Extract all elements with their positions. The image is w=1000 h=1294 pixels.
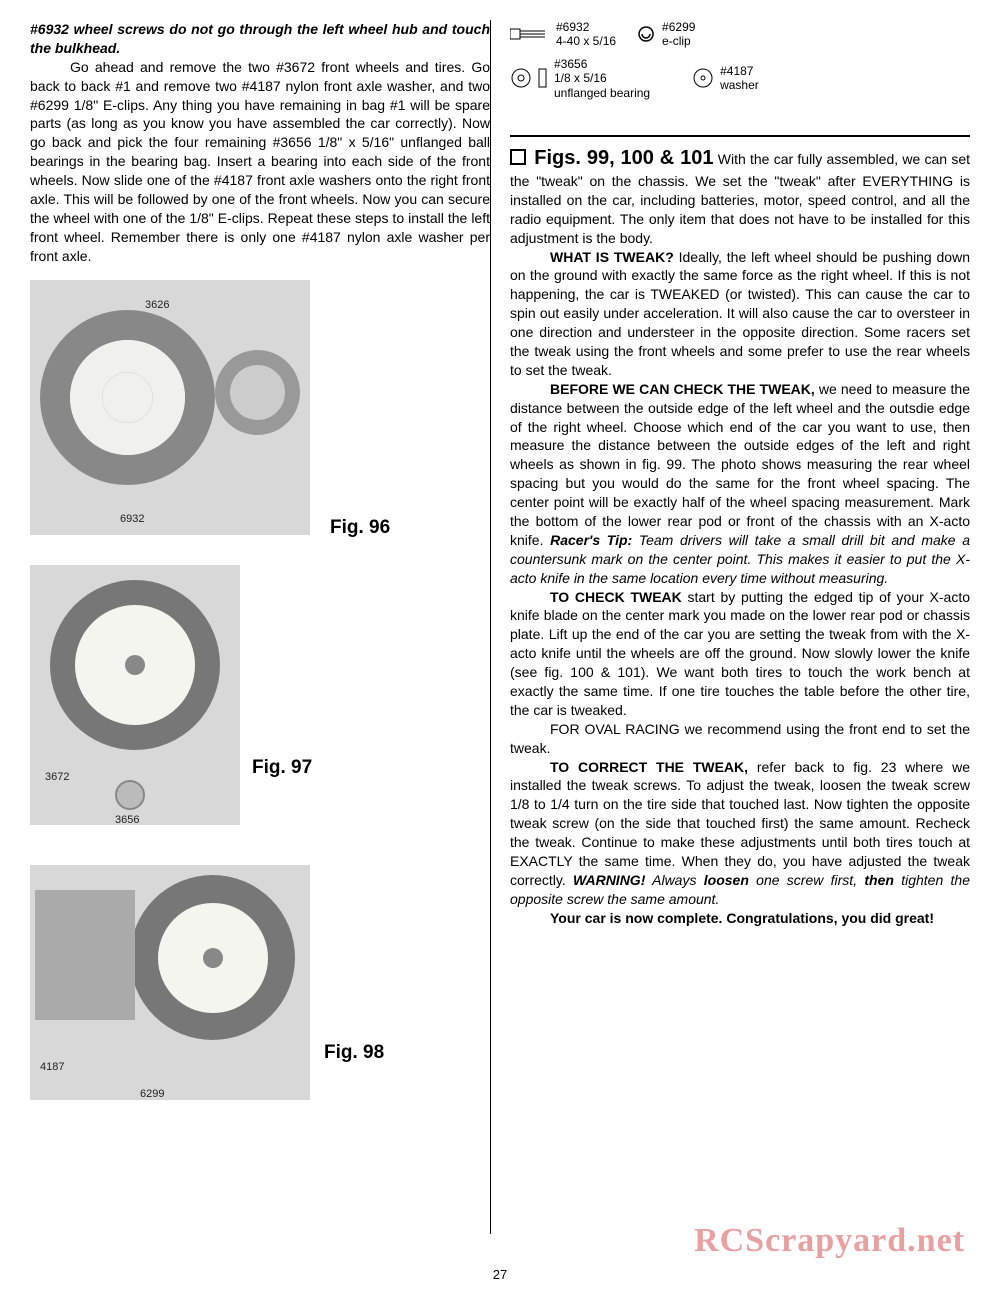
bearing-side-icon xyxy=(538,67,548,89)
section-heading: Figs. 99, 100 & 101 xyxy=(534,147,713,169)
check-tweak-text: start by putting the edged tip of your X… xyxy=(510,589,970,718)
before-check-text: we need to measure the distance between … xyxy=(510,381,970,548)
figure-98-image: 4187 6299 xyxy=(30,865,310,1100)
left-para1: Go ahead and remove the two #3672 front … xyxy=(30,58,490,266)
watermark: RCScrapyard.net xyxy=(694,1218,965,1264)
fig97-label-3672: 3672 xyxy=(45,770,69,785)
part2-num: #6299 xyxy=(662,20,695,34)
what-is-tweak-text: Ideally, the left wheel should be pushin… xyxy=(510,249,970,378)
column-divider xyxy=(490,20,491,1234)
warning-t1: Always xyxy=(645,872,703,888)
racers-tip-label: Racer's Tip: xyxy=(550,532,632,548)
warning-then: then xyxy=(864,872,894,888)
what-is-tweak-para: WHAT IS TWEAK? Ideally, the left wheel s… xyxy=(510,248,970,380)
part3-desc2: unflanged bearing xyxy=(554,86,650,100)
page-number: 27 xyxy=(493,1266,507,1284)
correct-tweak-para: TO CORRECT THE TWEAK, refer back to fig.… xyxy=(510,758,970,909)
figure-96-caption: Fig. 96 xyxy=(330,515,390,541)
what-is-tweak-label: WHAT IS TWEAK? xyxy=(550,249,674,265)
warning-loosen: loosen xyxy=(704,872,749,888)
part3-num: #3656 xyxy=(554,57,587,71)
figure-97-caption: Fig. 97 xyxy=(252,755,312,781)
figure-96-image: 3626 6932 xyxy=(30,280,310,535)
intro-bold-note: #6932 wheel screws do not go through the… xyxy=(30,20,490,58)
fig96-label-3626: 3626 xyxy=(145,298,169,313)
washer-icon xyxy=(692,67,714,89)
section-intro: Figs. 99, 100 & 101 With the car fully a… xyxy=(510,145,970,248)
fig98-label-4187: 4187 xyxy=(40,1060,64,1075)
part2-desc: e-clip xyxy=(662,34,691,48)
part-eclip: #6299e-clip xyxy=(636,20,695,49)
bearing-icon xyxy=(510,67,532,89)
eclip-icon xyxy=(636,25,656,43)
correct-tweak-text: refer back to fig. 23 where we installed… xyxy=(510,759,970,888)
figure-98-block: 4187 6299 Fig. 98 xyxy=(30,865,490,1100)
fig96-label-6932: 6932 xyxy=(120,512,144,527)
check-tweak-para: TO CHECK TWEAK start by putting the edge… xyxy=(510,588,970,720)
oval-racing-para: FOR OVAL RACING we recommend using the f… xyxy=(510,720,970,758)
parts-diagram: #69324-40 x 5/16 #6299e-clip #36561/8 x … xyxy=(510,20,970,115)
right-column: #69324-40 x 5/16 #6299e-clip #36561/8 x … xyxy=(510,20,970,1240)
warning-label: WARNING! xyxy=(573,872,645,888)
check-tweak-label: TO CHECK TWEAK xyxy=(550,589,682,605)
section-divider xyxy=(510,135,970,137)
before-check-para: BEFORE WE CAN CHECK THE TWEAK, we need t… xyxy=(510,380,970,588)
before-check-label: BEFORE WE CAN CHECK THE TWEAK, xyxy=(550,381,815,397)
screw-icon xyxy=(510,27,550,41)
fig97-label-3656: 3656 xyxy=(115,813,139,825)
figure-97-image: 3672 3656 xyxy=(30,565,240,825)
figure-97-block: 3672 3656 Fig. 97 xyxy=(30,565,490,825)
part1-num: #6932 xyxy=(556,20,589,34)
part4-desc: washer xyxy=(720,78,759,92)
congrats-para: Your car is now complete. Congratulation… xyxy=(510,909,970,928)
correct-tweak-label: TO CORRECT THE TWEAK, xyxy=(550,759,748,775)
part-screw: #69324-40 x 5/16 xyxy=(510,20,616,49)
left-column: #6932 wheel screws do not go through the… xyxy=(30,20,490,1240)
part1-desc: 4-40 x 5/16 xyxy=(556,34,616,48)
fig98-label-6299: 6299 xyxy=(140,1087,164,1100)
checkbox-icon xyxy=(510,149,526,165)
part3-desc: 1/8 x 5/16 xyxy=(554,71,607,85)
part4-num: #4187 xyxy=(720,64,753,78)
warning-t2: one screw first, xyxy=(749,872,865,888)
figure-96-block: 3626 6932 Fig. 96 xyxy=(30,280,490,535)
figure-98-caption: Fig. 98 xyxy=(324,1040,384,1066)
part-bearing: #36561/8 x 5/16unflanged bearing #4187wa… xyxy=(510,57,970,100)
